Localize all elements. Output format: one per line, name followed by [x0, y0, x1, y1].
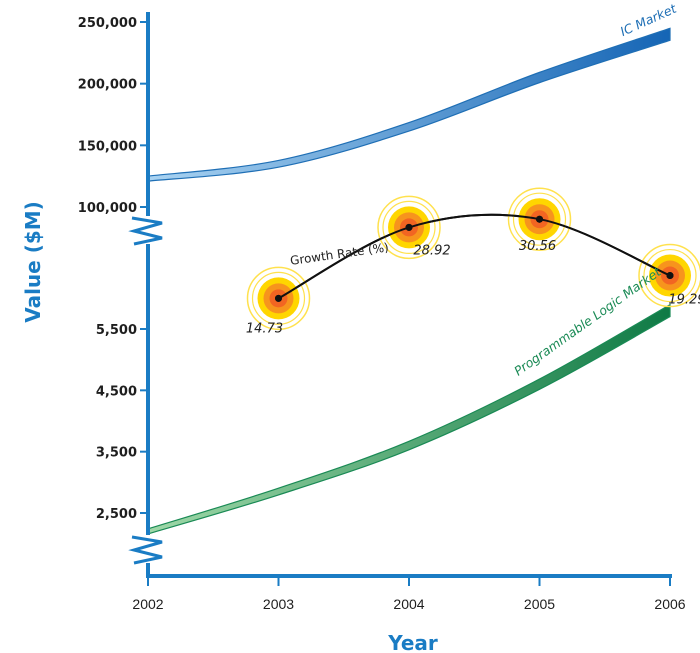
growth-rate-point	[405, 223, 413, 231]
x-tick-label: 2006	[654, 596, 685, 612]
growth-rate-value-label: 19.29	[668, 293, 700, 308]
axis-break-upper-gap	[142, 216, 154, 244]
marker-outer-ring	[377, 195, 441, 260]
growth-rate-point	[666, 272, 674, 280]
x-axis-title: Year	[387, 631, 438, 653]
x-tick-label: 2003	[263, 596, 294, 612]
marker-mid-ring	[251, 271, 306, 325]
y-lower-tick-label: 3,500	[96, 446, 137, 461]
growth-rate-value-label: 14.73	[246, 321, 283, 336]
x-tick-label: 2004	[393, 596, 424, 612]
programmable-logic-market-band	[147, 303, 671, 535]
marker-outer-ring	[507, 187, 572, 251]
axis-break-lower	[128, 535, 163, 565]
axis-break-lower-gap	[142, 535, 154, 563]
marker-mid-ring	[382, 200, 436, 254]
marker-outer-ring	[638, 243, 700, 308]
growth-rate-value-label: 30.56	[519, 239, 556, 254]
y-lower-tick-label: 4,500	[96, 384, 137, 399]
y-axis-title: Value ($M)	[21, 201, 45, 323]
y-upper-tick-label: 150,000	[78, 139, 137, 154]
growth-rate-point	[536, 215, 543, 223]
growth-rate-value-label: 28.92	[413, 243, 450, 258]
y-upper-tick-label: 250,000	[78, 16, 137, 31]
marker-outer-ring	[246, 266, 311, 331]
marker-mid-ring	[512, 192, 567, 246]
growth-rate-line-overlay	[278, 213, 671, 300]
ic-market-band	[147, 27, 671, 182]
y-upper-tick-label: 100,000	[78, 201, 137, 216]
axis-break-upper	[128, 216, 163, 246]
x-tick-label: 2002	[132, 596, 163, 612]
x-tick-label: 2005	[524, 596, 555, 612]
marker-mid-ring	[643, 248, 697, 303]
growth-rate-point	[275, 294, 282, 302]
y-lower-tick-label: 5,500	[96, 323, 137, 338]
y-upper-tick-label: 200,000	[78, 78, 137, 93]
growth-rate-label: Growth Rate (%)	[289, 240, 389, 268]
y-lower-tick-label: 2,500	[96, 507, 137, 522]
